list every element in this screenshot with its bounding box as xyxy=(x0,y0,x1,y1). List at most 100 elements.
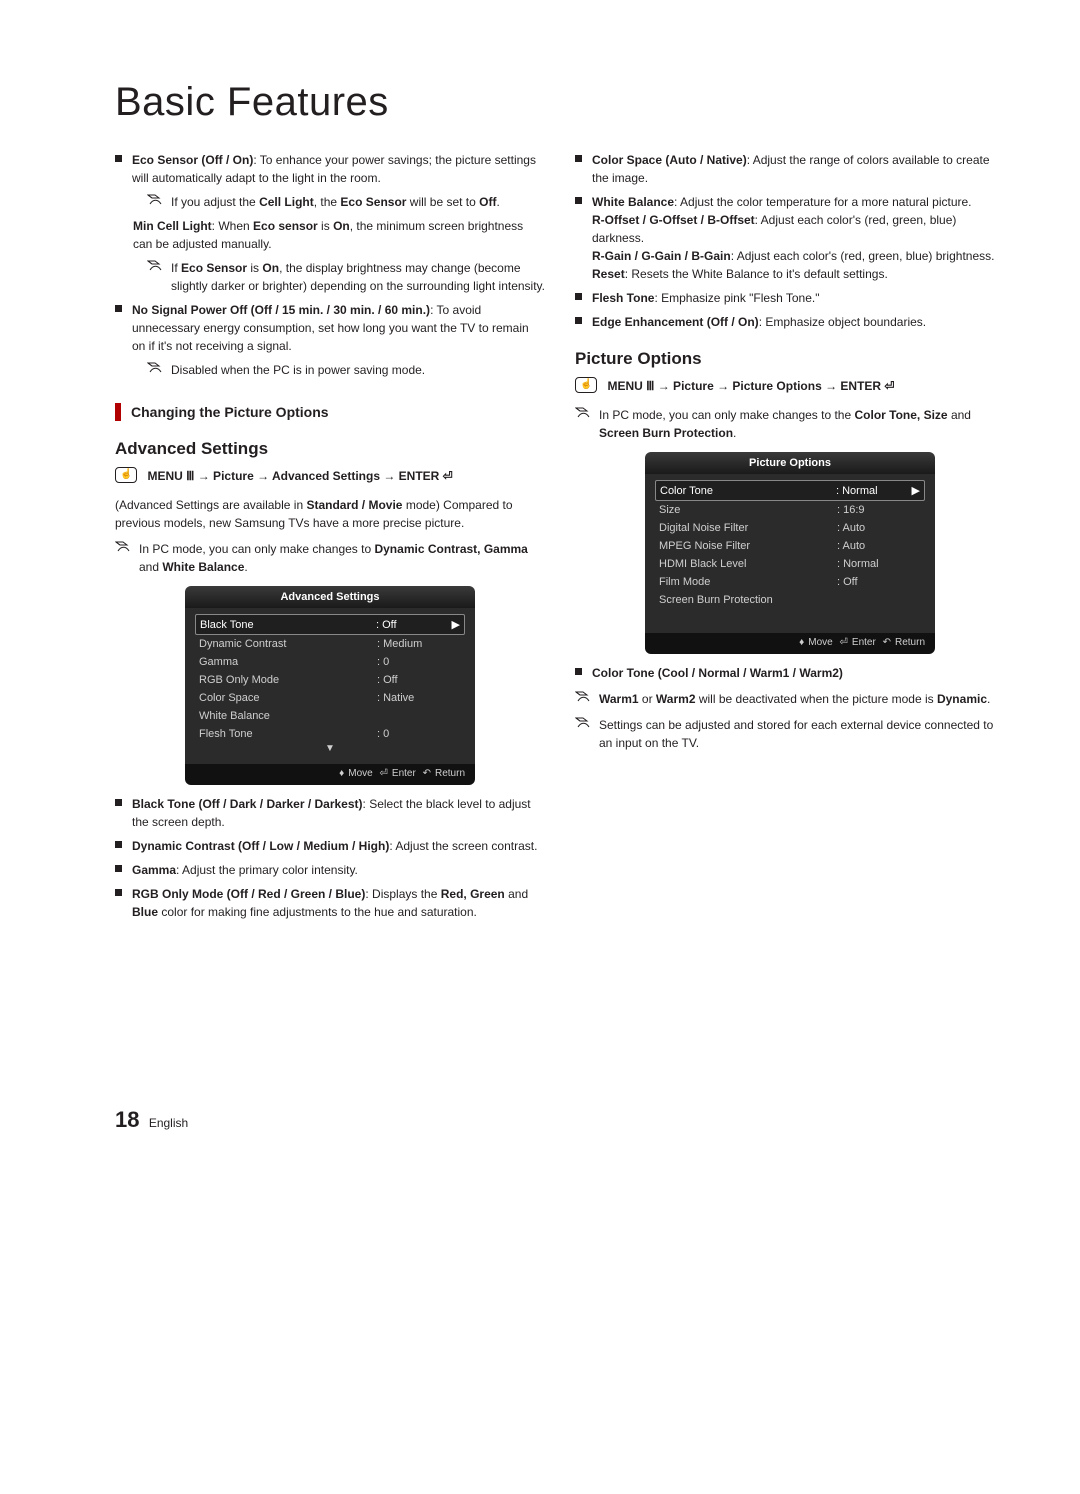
item-text: No Signal Power Off (Off / 15 min. / 30 … xyxy=(132,301,545,355)
osd-row[interactable]: Color Tone: Normal▶ xyxy=(655,480,925,501)
item-text: Eco Sensor (Off / On): To enhance your p… xyxy=(132,151,545,187)
osd-row[interactable]: Black Tone: Off▶ xyxy=(195,614,465,635)
osd-row-label: Size xyxy=(659,504,837,516)
osd-row-label: Flesh Tone xyxy=(199,728,377,740)
osd-row[interactable]: Dynamic Contrast: Medium xyxy=(195,635,465,653)
item-flesh-tone: Flesh Tone: Emphasize pink "Flesh Tone." xyxy=(575,289,1005,307)
osd-row[interactable]: HDMI Black Level: Normal xyxy=(655,555,925,573)
chevron-right-icon: ▶ xyxy=(906,484,920,497)
osd-row[interactable]: RGB Only Mode: Off xyxy=(195,671,465,689)
osd-row[interactable]: Size: 16:9 xyxy=(655,501,925,519)
osd-row-label: Film Mode xyxy=(659,576,837,588)
item-dynamic-contrast: Dynamic Contrast (Off / Low / Medium / H… xyxy=(115,837,545,855)
remote-icon: ☝ xyxy=(115,467,137,483)
note-text: Warm1 or Warm2 will be deactivated when … xyxy=(599,690,990,708)
section-bar-icon xyxy=(115,403,121,421)
bullet-icon xyxy=(575,155,582,162)
osd-title: Advanced Settings xyxy=(185,586,475,608)
chevron-down-icon: ▼ xyxy=(195,743,465,754)
bullet-icon xyxy=(115,799,122,806)
bullet-icon xyxy=(115,889,122,896)
note-text: If you adjust the Cell Light, the Eco Se… xyxy=(171,193,500,211)
osd-row-label: Color Tone xyxy=(660,485,836,497)
item-text: Edge Enhancement (Off / On): Emphasize o… xyxy=(592,313,926,331)
bullet-icon xyxy=(575,197,582,204)
osd-row-label: RGB Only Mode xyxy=(199,674,377,686)
osd-row-label: Screen Burn Protection xyxy=(659,594,837,606)
item-text: Black Tone (Off / Dark / Darker / Darkes… xyxy=(132,795,545,831)
osd-row-label: White Balance xyxy=(199,710,377,722)
osd-row-value: : 0 xyxy=(377,656,447,668)
osd-footer: ♦Move ⏎Enter ↶Return xyxy=(645,633,935,654)
osd-row-value: : Medium xyxy=(377,638,447,650)
osd-row[interactable]: Color Space: Native xyxy=(195,689,465,707)
menu-path-text: MENU Ⅲ → Picture → Picture Options → ENT… xyxy=(607,377,894,396)
osd-row-label: Gamma xyxy=(199,656,377,668)
note-adv-pc: In PC mode, you can only make changes to… xyxy=(115,540,545,576)
menu-path-advanced: ☝ MENU Ⅲ → Picture → Advanced Settings →… xyxy=(115,467,545,486)
page-number: 18 xyxy=(115,1107,139,1132)
bullet-icon xyxy=(115,305,122,312)
section-label: Changing the Picture Options xyxy=(131,404,329,420)
move-icon: ♦ xyxy=(799,637,804,648)
section-changing-picture-options: Changing the Picture Options xyxy=(115,403,545,421)
move-icon: ♦ xyxy=(339,768,344,779)
osd-row-value: : Native xyxy=(377,692,447,704)
enter-icon: ⏎ xyxy=(380,768,388,779)
chevron-right-icon: ▶ xyxy=(446,618,460,631)
item-eco-sensor: Eco Sensor (Off / On): To enhance your p… xyxy=(115,151,545,187)
bullet-icon xyxy=(115,841,122,848)
return-icon: ↶ xyxy=(423,768,431,779)
bullet-icon xyxy=(575,317,582,324)
item-text: Gamma: Adjust the primary color intensit… xyxy=(132,861,358,879)
osd-footer: ♦Move ⏎Enter ↶Return xyxy=(185,764,475,785)
osd-advanced-settings: Advanced Settings Black Tone: Off▶Dynami… xyxy=(185,586,475,785)
osd-title: Picture Options xyxy=(645,452,935,474)
return-icon: ↶ xyxy=(883,637,891,648)
item-text: Flesh Tone: Emphasize pink "Flesh Tone." xyxy=(592,289,820,307)
osd-row[interactable]: Flesh Tone: 0 xyxy=(195,725,465,743)
note-text: Settings can be adjusted and stored for … xyxy=(599,716,1005,752)
note-eco-sensor: If you adjust the Cell Light, the Eco Se… xyxy=(147,193,545,211)
osd-row[interactable]: Gamma: 0 xyxy=(195,653,465,671)
note-text: In PC mode, you can only make changes to… xyxy=(139,540,545,576)
osd-row-value: : Auto xyxy=(837,540,907,552)
page-language: English xyxy=(149,1116,188,1130)
osd-row[interactable]: White Balance xyxy=(195,707,465,725)
osd-row-label: HDMI Black Level xyxy=(659,558,837,570)
item-black-tone: Black Tone (Off / Dark / Darker / Darkes… xyxy=(115,795,545,831)
note-icon xyxy=(115,540,131,576)
note-no-signal: Disabled when the PC is in power saving … xyxy=(147,361,545,379)
item-color-tone: Color Tone (Cool / Normal / Warm1 / Warm… xyxy=(575,664,1005,682)
item-no-signal: No Signal Power Off (Off / 15 min. / 30 … xyxy=(115,301,545,355)
osd-body: Color Tone: Normal▶Size: 16:9Digital Noi… xyxy=(645,474,935,633)
item-text: White Balance: Adjust the color temperat… xyxy=(592,193,1005,283)
note-icon xyxy=(575,406,591,442)
item-edge-enhancement: Edge Enhancement (Off / On): Emphasize o… xyxy=(575,313,1005,331)
menu-path-text: MENU Ⅲ → Picture → Advanced Settings → E… xyxy=(147,467,452,486)
item-text: RGB Only Mode (Off / Red / Green / Blue)… xyxy=(132,885,545,921)
columns: Eco Sensor (Off / On): To enhance your p… xyxy=(115,145,1005,927)
left-column: Eco Sensor (Off / On): To enhance your p… xyxy=(115,145,545,927)
menu-path-picture-options: ☝ MENU Ⅲ → Picture → Picture Options → E… xyxy=(575,377,1005,396)
note-store: Settings can be adjusted and stored for … xyxy=(575,716,1005,752)
bullet-icon xyxy=(115,155,122,162)
bullet-icon xyxy=(115,865,122,872)
item-text: Color Space (Auto / Native): Adjust the … xyxy=(592,151,1005,187)
item-title: Eco Sensor (Off / On) xyxy=(132,153,253,167)
osd-row-value: : Auto xyxy=(837,522,907,534)
right-column: Color Space (Auto / Native): Adjust the … xyxy=(575,145,1005,927)
note-po-pc: In PC mode, you can only make changes to… xyxy=(575,406,1005,442)
item-color-space: Color Space (Auto / Native): Adjust the … xyxy=(575,151,1005,187)
osd-row-value: : 0 xyxy=(377,728,447,740)
item-text: Dynamic Contrast (Off / Low / Medium / H… xyxy=(132,837,537,855)
osd-row-label: Black Tone xyxy=(200,619,376,631)
bullet-icon xyxy=(575,293,582,300)
osd-row[interactable]: Screen Burn Protection xyxy=(655,591,925,609)
osd-row[interactable]: Film Mode: Off xyxy=(655,573,925,591)
osd-row-label: Digital Noise Filter xyxy=(659,522,837,534)
para-adv-intro: (Advanced Settings are available in Stan… xyxy=(115,496,545,532)
osd-row-label: Dynamic Contrast xyxy=(199,638,377,650)
osd-row[interactable]: Digital Noise Filter: Auto xyxy=(655,519,925,537)
osd-row[interactable]: MPEG Noise Filter: Auto xyxy=(655,537,925,555)
